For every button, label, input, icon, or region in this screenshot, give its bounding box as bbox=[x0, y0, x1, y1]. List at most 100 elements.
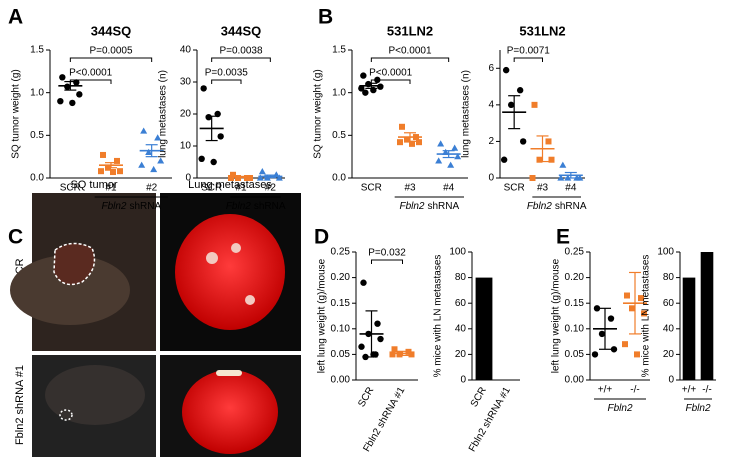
data-point bbox=[399, 123, 405, 130]
y-tick-label: 1.5 bbox=[30, 45, 44, 56]
data-point bbox=[447, 161, 455, 168]
photo-detail bbox=[175, 214, 285, 330]
column-title: Lung metastases bbox=[188, 179, 272, 191]
y-tick-label: 6 bbox=[488, 63, 494, 74]
data-point bbox=[624, 292, 630, 299]
p-value: P=0.0038 bbox=[219, 46, 263, 57]
data-point bbox=[531, 101, 538, 108]
data-point bbox=[59, 74, 66, 81]
x-tick-label: #3 bbox=[537, 183, 549, 194]
x-tick-label: #4 bbox=[443, 183, 455, 194]
y-tick-label: 0.0 bbox=[332, 173, 346, 184]
y-tick-label: 80 bbox=[663, 272, 675, 283]
group-label-part: Fbln2 bbox=[101, 201, 126, 212]
x-tick-label: #2 bbox=[265, 183, 277, 194]
data-point bbox=[545, 138, 552, 145]
x-tick-label: #1 bbox=[235, 183, 247, 194]
x-tick-label: SCR bbox=[60, 183, 81, 194]
group-label-part: shRNA bbox=[254, 201, 286, 212]
y-axis-label: % mice with LN metastases bbox=[433, 255, 444, 378]
y-tick-label: 0.00 bbox=[331, 375, 351, 386]
p-value: P=0.0005 bbox=[89, 46, 133, 57]
data-point bbox=[502, 66, 510, 74]
significance-bracket bbox=[370, 57, 450, 62]
group-label: Fbln2 shRNA bbox=[527, 201, 587, 212]
y-tick-label: 10 bbox=[180, 141, 192, 152]
chart-title: 531LN2 bbox=[387, 23, 433, 38]
y-axis-label: % mice with LN metastases bbox=[641, 255, 652, 378]
y-tick-label: 40 bbox=[455, 323, 467, 334]
y-tick-label: 0.15 bbox=[565, 298, 585, 309]
y-tick-label: 0.10 bbox=[565, 323, 585, 334]
y-tick-label: 4 bbox=[488, 99, 494, 110]
group-label-part: shRNA bbox=[555, 201, 587, 212]
x-tick-label: #4 bbox=[565, 183, 577, 194]
p-value: P<0.0001 bbox=[388, 46, 432, 57]
data-point bbox=[69, 99, 76, 107]
y-tick-label: 0 bbox=[668, 375, 674, 386]
x-tick-label: SCR bbox=[469, 385, 489, 409]
data-point bbox=[64, 83, 71, 90]
significance-bracket bbox=[69, 57, 153, 62]
group-label: Fbln2 shRNA bbox=[226, 201, 286, 212]
data-point bbox=[358, 343, 365, 350]
data-point bbox=[98, 168, 104, 175]
y-tick-label: 60 bbox=[663, 298, 675, 309]
y-tick-label: 0.10 bbox=[331, 323, 351, 334]
y-tick-label: 0.20 bbox=[331, 272, 351, 283]
y-tick-label: 0.0 bbox=[30, 173, 44, 184]
data-point bbox=[610, 346, 618, 353]
group-label-part: Fbln2 bbox=[527, 201, 552, 212]
data-point bbox=[275, 174, 283, 181]
data-point bbox=[210, 158, 217, 166]
x-tick-label: -/- bbox=[630, 385, 639, 396]
y-tick-label: 0.05 bbox=[565, 349, 585, 360]
group-label-part: Fbln2 bbox=[685, 403, 710, 414]
x-tick-label: +/+ bbox=[682, 385, 697, 396]
y-axis-label: lung metastases (n) bbox=[158, 70, 169, 158]
data-point bbox=[228, 175, 234, 181]
significance-bracket bbox=[69, 79, 112, 84]
p-value: P=0.0071 bbox=[507, 46, 551, 57]
data-point bbox=[557, 174, 565, 181]
significance-bracket bbox=[371, 259, 403, 264]
data-point bbox=[157, 157, 165, 164]
data-point bbox=[230, 171, 236, 178]
group-label-part: Fbln2 bbox=[399, 201, 424, 212]
data-point bbox=[607, 315, 615, 322]
panel-letter: D bbox=[314, 226, 329, 249]
x-tick-label: #3 bbox=[404, 183, 416, 194]
y-tick-label: 40 bbox=[180, 45, 192, 56]
data-point bbox=[409, 140, 415, 147]
data-point bbox=[622, 341, 628, 348]
data-point bbox=[404, 136, 410, 143]
data-point bbox=[205, 114, 212, 121]
y-axis-label: left lung weight (g)/mouse bbox=[317, 258, 328, 373]
x-tick-label: SCR bbox=[201, 183, 222, 194]
panel-letter: C bbox=[8, 226, 23, 249]
data-point bbox=[598, 330, 606, 338]
x-tick-label: #2 bbox=[146, 183, 158, 194]
panel-letter: E bbox=[556, 226, 570, 249]
significance-bracket bbox=[513, 57, 543, 62]
group-label-part: shRNA bbox=[427, 201, 459, 212]
group-label-part: Fbln2 bbox=[226, 201, 251, 212]
y-tick-label: 40 bbox=[663, 323, 675, 334]
bar bbox=[700, 252, 714, 380]
y-tick-label: 1.0 bbox=[30, 87, 44, 98]
bar bbox=[475, 277, 493, 380]
photo-detail bbox=[182, 370, 278, 454]
y-tick-label: 100 bbox=[657, 247, 674, 258]
data-point bbox=[214, 110, 221, 118]
data-point bbox=[117, 168, 123, 175]
data-point bbox=[451, 144, 459, 151]
data-point bbox=[576, 174, 584, 181]
group-label: Fbln2 bbox=[607, 403, 632, 414]
group-label: Fbln2 shRNA bbox=[399, 201, 459, 212]
data-point bbox=[76, 91, 83, 98]
x-tick-label: SCR bbox=[361, 183, 382, 194]
panel-letter: B bbox=[318, 6, 333, 29]
data-point bbox=[591, 351, 599, 358]
chart-title: 344SQ bbox=[91, 23, 131, 38]
